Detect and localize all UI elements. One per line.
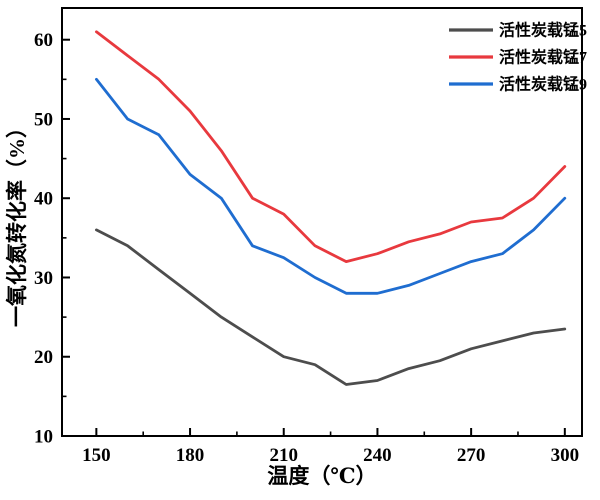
y-axis-tick-label: 50 bbox=[34, 109, 53, 130]
legend-label: 活性炭载锰5 bbox=[499, 21, 587, 40]
legend-item: 活性炭载锰9 bbox=[449, 75, 587, 94]
legend: 活性炭载锰5 活性炭载锰7 活性炭载锰9 bbox=[449, 21, 587, 94]
legend-label: 活性炭载锰9 bbox=[499, 75, 587, 94]
x-axis-tick-label: 150 bbox=[82, 445, 111, 466]
y-axis-tick-label: 10 bbox=[34, 427, 53, 448]
series-line-1 bbox=[95, 30, 567, 264]
x-axis-tick-label: 210 bbox=[269, 445, 298, 466]
series-lines bbox=[95, 30, 567, 386]
plot-border bbox=[61, 7, 583, 437]
plot-frame bbox=[61, 7, 583, 437]
series-line-2 bbox=[95, 77, 567, 295]
axis-tick-labels: 150 180 210 240 270 300 10 20 30 40 50 60 bbox=[34, 30, 579, 466]
y-axis-tick-label: 30 bbox=[34, 268, 53, 289]
x-axis-tick-label: 240 bbox=[363, 445, 392, 466]
x-axis-tick-label: 270 bbox=[457, 445, 486, 466]
legend-item: 活性炭载锰7 bbox=[449, 48, 587, 67]
x-axis-tick-label: 180 bbox=[176, 445, 205, 466]
legend-item: 活性炭载锰5 bbox=[449, 21, 587, 40]
y-axis-tick-label: 20 bbox=[34, 347, 53, 368]
y-axis-tick-label: 60 bbox=[34, 30, 53, 51]
y-axis-tick-label: 40 bbox=[34, 189, 53, 210]
axis-ticks bbox=[62, 38, 566, 437]
y-axis-title: 一氧化氮转化率（%） bbox=[5, 117, 29, 327]
x-axis-tick-label: 300 bbox=[551, 445, 580, 466]
series-line-0 bbox=[95, 228, 567, 386]
x-axis-title: 温度（℃） bbox=[267, 464, 376, 488]
legend-label: 活性炭载锰7 bbox=[499, 48, 587, 67]
